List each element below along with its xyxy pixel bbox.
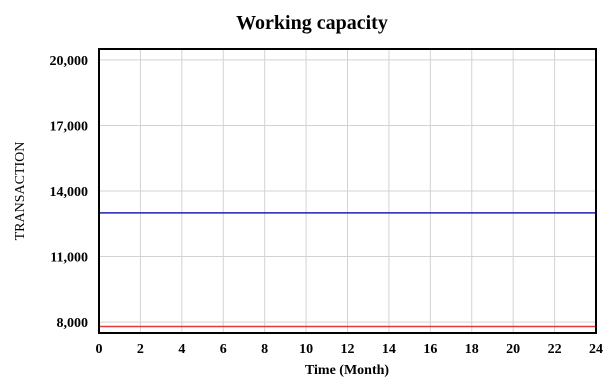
x-tick-label: 14 [382, 342, 396, 357]
x-tick-label: 8 [261, 342, 268, 357]
x-tick-label: 2 [137, 342, 144, 357]
y-tick-label: 8,000 [57, 316, 89, 331]
x-tick-label: 6 [220, 342, 227, 357]
x-tick-label: 12 [341, 342, 355, 357]
x-tick-labels: 0 2 4 6 8 10 12 14 16 18 20 22 24 [96, 342, 604, 357]
x-tick-label: 10 [299, 342, 313, 357]
x-tick-label: 16 [423, 342, 437, 357]
y-tick-label: 11,000 [50, 251, 88, 266]
plot-frame [98, 48, 597, 334]
y-tick-label: 17,000 [50, 119, 89, 134]
x-tick-label: 24 [589, 342, 603, 357]
x-tick-label: 4 [178, 342, 185, 357]
x-tick-label: 20 [506, 342, 520, 357]
y-axis-label: TRANSACTION [13, 142, 28, 241]
series-layer [99, 212, 596, 328]
x-axis-label: Time (Month) [305, 363, 389, 378]
x-tick-label: 0 [96, 342, 103, 357]
y-tick-label: 20,000 [50, 54, 89, 69]
grid-layer [99, 49, 596, 333]
x-tick-label: 22 [548, 342, 562, 357]
chart-title: Working capacity [236, 12, 388, 34]
x-tick-label: 18 [465, 342, 479, 357]
y-tick-label: 14,000 [50, 185, 89, 200]
y-tick-labels: 8,000 11,000 14,000 17,000 20,000 [50, 54, 89, 331]
